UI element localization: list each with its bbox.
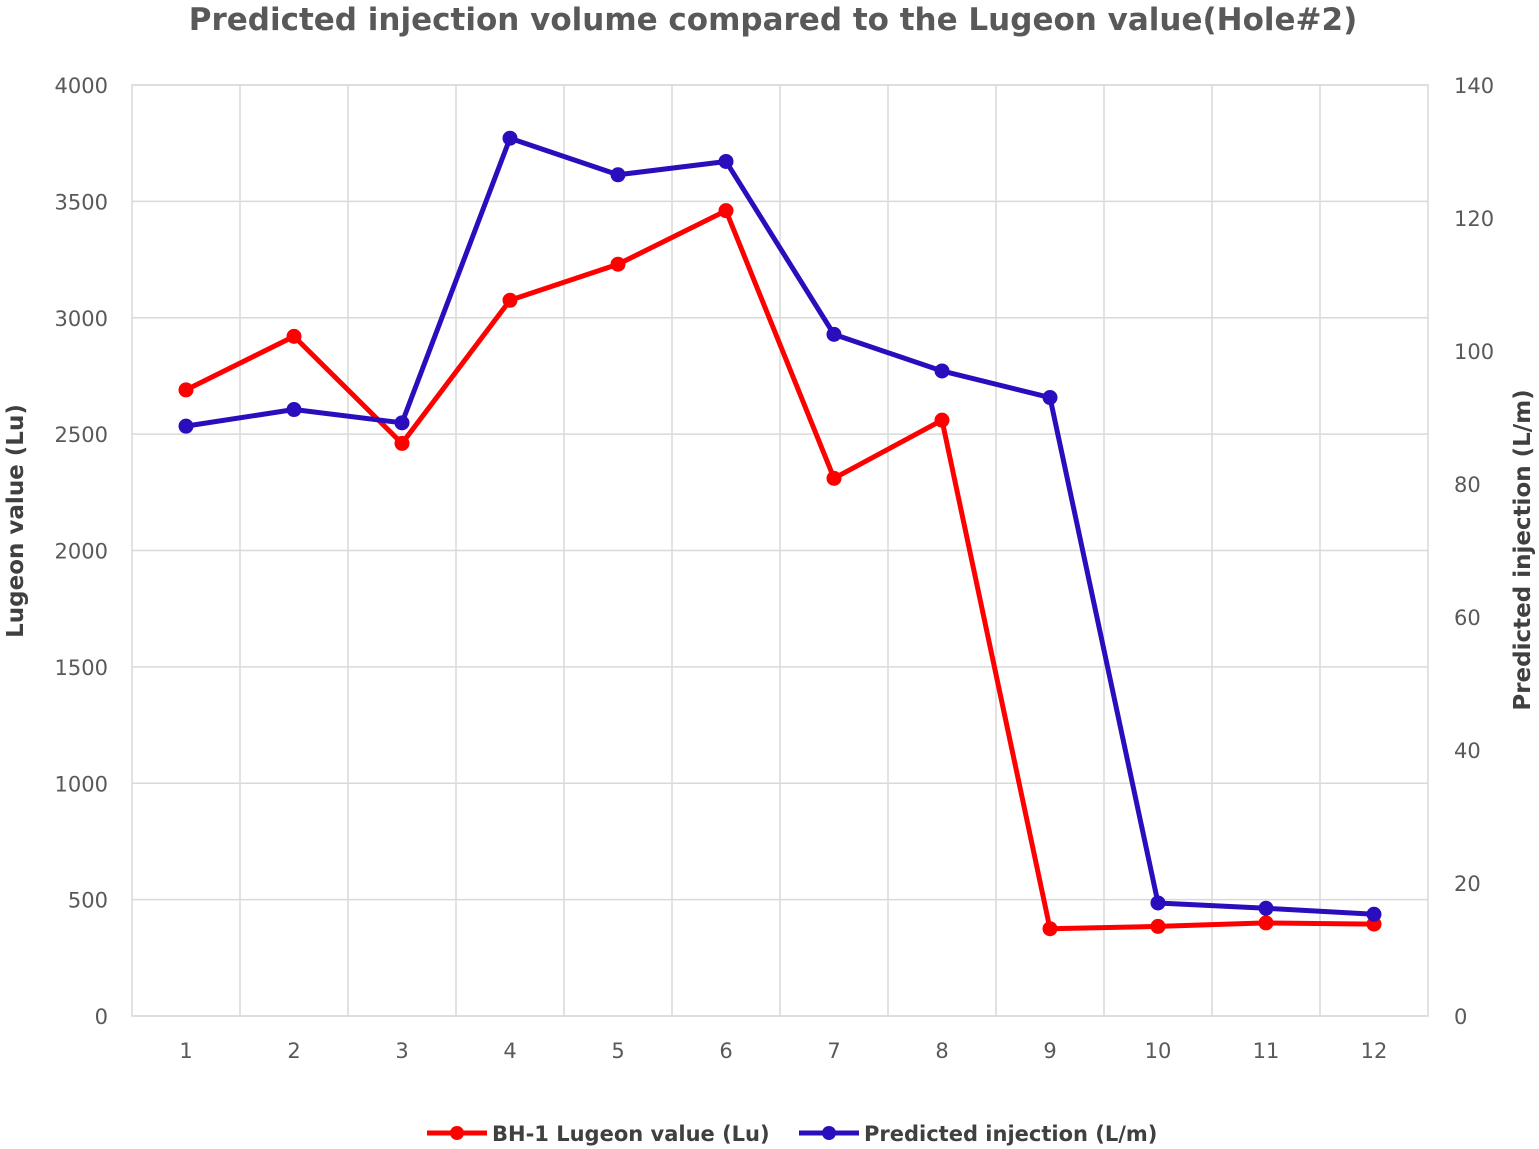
series-layer [178, 130, 1382, 937]
y2-tick-label: 0 [1454, 1005, 1467, 1029]
x-tick-label: 10 [1145, 1039, 1172, 1063]
data-point-1-7 [826, 326, 842, 342]
data-point-0-1 [178, 382, 194, 398]
x-tick-label: 6 [719, 1039, 732, 1063]
y-axis-title: Lugeon value (Lu) [3, 404, 29, 638]
data-point-0-8 [934, 412, 950, 428]
x-tick-label: 7 [827, 1039, 840, 1063]
data-point-1-5 [610, 167, 626, 183]
y-tick-label: 2000 [55, 540, 108, 564]
y-tick-label: 3500 [55, 190, 108, 214]
series-line-1 [185, 135, 1375, 917]
right-axis-ticks: 0 20 40 60 80 100 120 140 [1454, 74, 1494, 1029]
y2-axis-title: Predicted injection (L/m) [1510, 389, 1536, 710]
legend-label-injection: Predicted injection (L/m) [864, 1122, 1157, 1146]
data-point-1-11 [1258, 900, 1274, 916]
legend-marker-lugeon [450, 1126, 464, 1140]
data-point-1-9 [1042, 390, 1058, 406]
legend-marker-injection [822, 1126, 836, 1140]
y-tick-label: 1000 [55, 772, 108, 796]
y-tick-label: 4000 [55, 74, 108, 98]
data-point-0-2 [286, 328, 302, 344]
left-axis-ticks: 0 500 1000 1500 2000 2500 3000 3500 4000 [55, 74, 108, 1029]
y2-tick-label: 20 [1454, 872, 1481, 896]
x-tick-label: 9 [1043, 1039, 1056, 1063]
x-tick-label: 5 [611, 1039, 624, 1063]
chart-title: Predicted injection volume compared to t… [189, 2, 1358, 38]
data-point-1-12 [1366, 906, 1382, 922]
x-axis-ticks: 1 2 3 4 5 6 7 8 9 10 11 12 [179, 1039, 1387, 1063]
data-point-1-2 [286, 402, 302, 418]
y2-tick-label: 40 [1454, 739, 1481, 763]
y2-tick-label: 100 [1454, 340, 1494, 364]
x-tick-label: 3 [395, 1039, 408, 1063]
legend: BH-1 Lugeon value (Lu) Predicted injecti… [427, 1122, 1157, 1146]
data-point-0-3 [394, 435, 410, 451]
data-point-0-6 [718, 203, 734, 219]
data-point-0-10 [1150, 918, 1166, 934]
data-point-1-10 [1150, 895, 1166, 911]
y-tick-label: 3000 [55, 307, 108, 331]
y2-tick-label: 120 [1454, 207, 1494, 231]
data-point-1-1 [178, 418, 194, 434]
data-point-1-3 [394, 415, 410, 431]
x-tick-label: 8 [935, 1039, 948, 1063]
y-tick-label: 500 [68, 889, 108, 913]
data-point-0-5 [610, 256, 626, 272]
data-point-1-4 [502, 130, 518, 146]
legend-item-lugeon: BH-1 Lugeon value (Lu) [427, 1122, 770, 1146]
y2-tick-label: 60 [1454, 606, 1481, 630]
x-tick-label: 1 [179, 1039, 192, 1063]
data-point-1-8 [934, 363, 950, 379]
y-tick-label: 2500 [55, 423, 108, 447]
series-line-0 [184, 208, 1375, 932]
data-point-1-6 [718, 153, 734, 169]
y2-tick-label: 80 [1454, 473, 1481, 497]
data-point-0-9 [1042, 921, 1058, 937]
x-tick-label: 11 [1253, 1039, 1280, 1063]
legend-label-lugeon: BH-1 Lugeon value (Lu) [492, 1122, 770, 1146]
y2-tick-label: 140 [1454, 74, 1494, 98]
legend-item-injection: Predicted injection (L/m) [799, 1122, 1157, 1146]
x-tick-label: 12 [1361, 1039, 1388, 1063]
x-tick-label: 4 [503, 1039, 516, 1063]
data-point-0-7 [826, 470, 842, 486]
x-tick-label: 2 [287, 1039, 300, 1063]
grid-lines [132, 84, 1428, 1017]
data-point-0-11 [1258, 915, 1274, 931]
y-tick-label: 0 [95, 1005, 108, 1029]
data-point-0-4 [502, 292, 518, 308]
plot-frame [131, 84, 1429, 1017]
y-tick-label: 1500 [55, 656, 108, 680]
